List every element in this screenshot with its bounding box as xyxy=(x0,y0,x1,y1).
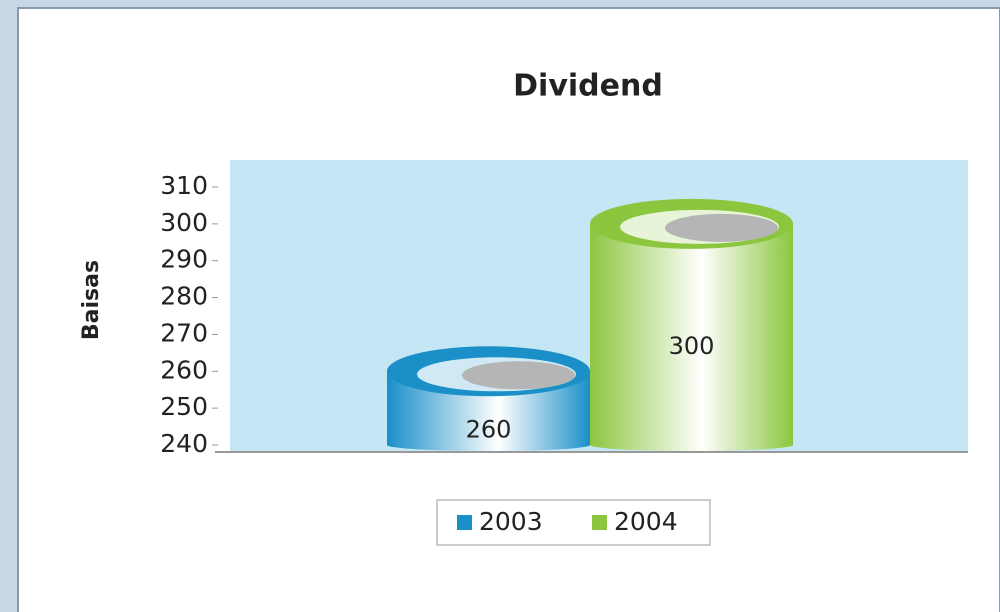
y-tick-label: 290 xyxy=(160,245,208,274)
bar-top-cap xyxy=(462,361,575,390)
value-label: 300 xyxy=(669,332,715,360)
legend-swatch xyxy=(457,515,472,530)
y-tick-label: 250 xyxy=(160,392,208,421)
y-tick-label: 270 xyxy=(160,318,208,347)
legend-label: 2004 xyxy=(614,507,678,536)
chart-title: Dividend xyxy=(513,69,663,104)
value-label: 260 xyxy=(466,416,512,444)
legend-label: 2003 xyxy=(479,507,543,536)
y-tick-label: 240 xyxy=(160,429,208,458)
legend-box xyxy=(436,499,711,546)
y-tick-label: 280 xyxy=(160,282,208,311)
bar-top-cap xyxy=(665,213,778,242)
y-tick-label: 310 xyxy=(160,171,208,200)
bar xyxy=(590,223,793,452)
y-tick-label: 260 xyxy=(160,355,208,384)
y-tick-label: 300 xyxy=(160,208,208,237)
y-axis-label: Baisas xyxy=(79,260,104,340)
legend-swatch xyxy=(592,515,607,530)
